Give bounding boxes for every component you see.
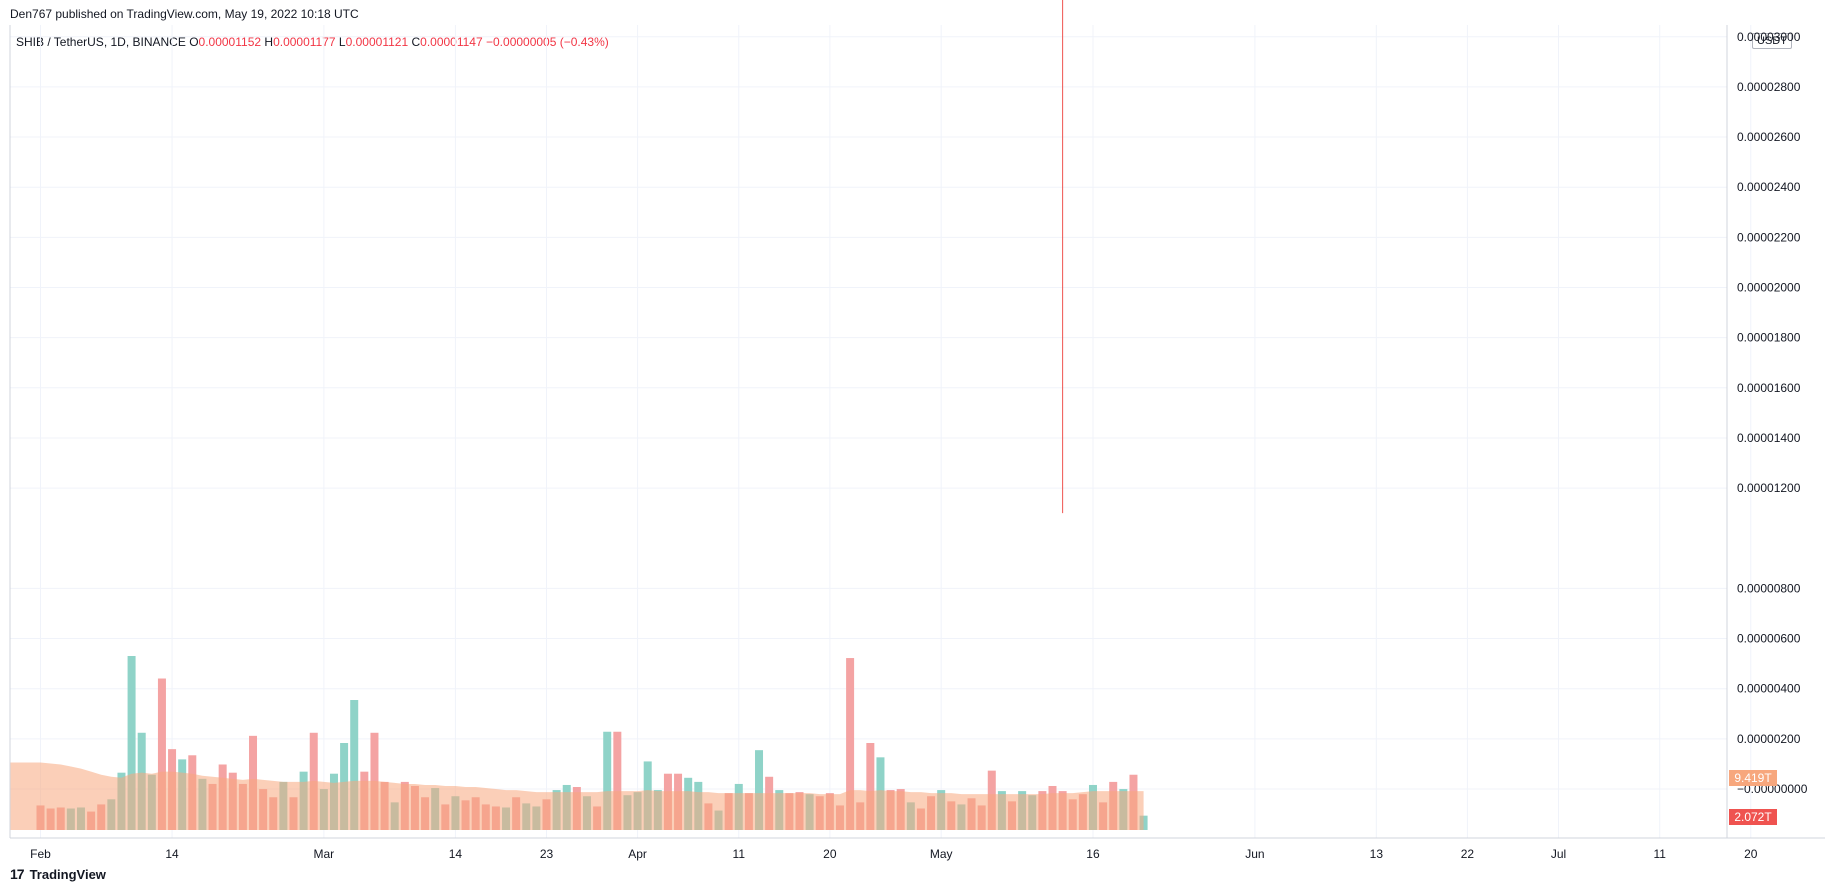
y-tick-label: 0.00002400 [1737, 180, 1801, 194]
x-tick-label: Mar [314, 847, 335, 861]
tradingview-logo-icon: 17 [10, 866, 25, 882]
tradingview-brand[interactable]: 17 TradingView [10, 866, 106, 882]
low-label: L [338, 35, 346, 49]
symbol-name[interactable]: SHIB / TetherUS, 1D, BINANCE [16, 35, 186, 49]
volume-ma-area [10, 762, 1144, 830]
y-tick-label: 0.00001400 [1737, 431, 1801, 445]
y-tick-label: 0.00002800 [1737, 80, 1801, 94]
x-tick-label: 13 [1370, 847, 1384, 861]
brand-name: TradingView [29, 866, 106, 882]
x-tick-label: 20 [823, 847, 837, 861]
x-tick-label: 23 [540, 847, 554, 861]
y-tick-label: 0.00003000 [1737, 30, 1801, 44]
x-tick-label: Jul [1551, 847, 1566, 861]
currency-badge[interactable]: USDT [1752, 33, 1792, 49]
volume-bar [127, 656, 136, 830]
volume-bar [603, 731, 612, 830]
x-tick-label: 20 [1744, 847, 1758, 861]
volume-bar [350, 700, 359, 830]
x-tick-label: 11 [733, 847, 746, 861]
volume-last-label: 2.072T [1734, 810, 1772, 824]
x-tick-label: Jun [1245, 847, 1264, 861]
volume-ma-label-bg [1729, 770, 1777, 786]
x-tick-label: May [930, 847, 953, 861]
y-tick-label: 0.00001800 [1737, 331, 1801, 345]
volume-bar [866, 743, 875, 830]
volume-ma-label: 9.419T [1734, 771, 1772, 785]
x-tick-label: Apr [628, 847, 647, 861]
high-value: 0.00001177 [273, 35, 336, 49]
low-value: 0.00001121 [345, 35, 409, 49]
y-tick-label: 0.00000200 [1737, 732, 1801, 746]
y-tick-label: 0.00000800 [1737, 581, 1801, 595]
symbol-legend: SHIB / TetherUS, 1D, BINANCE O0.00001152… [16, 35, 609, 49]
high-label: H [264, 35, 274, 49]
volume-last-label-bg [1729, 809, 1777, 825]
y-tick-label: 0.00001600 [1737, 381, 1801, 395]
volume-bar [157, 678, 166, 830]
open-label: O [189, 35, 199, 49]
publisher-credit: Den767 published on TradingView.com, May… [10, 7, 359, 21]
x-tick-label: Feb [30, 847, 51, 861]
close-label: C [411, 35, 421, 49]
change-value: −0.00000005 (−0.43%) [486, 35, 609, 49]
x-tick-label: 22 [1461, 847, 1475, 861]
y-tick-label: 0.00002200 [1737, 230, 1801, 244]
volume-bar [613, 731, 622, 830]
close-value: 0.00001147 [420, 35, 483, 49]
x-tick-label: 14 [165, 847, 179, 861]
y-tick-label: 0.00002600 [1737, 130, 1801, 144]
y-tick-label: 0.00002000 [1737, 281, 1801, 295]
volume-bar [755, 750, 764, 830]
y-tick-label: 0.00001200 [1737, 481, 1801, 495]
x-tick-label: 11 [1653, 847, 1666, 861]
x-tick-label: 14 [449, 847, 463, 861]
open-value: 0.00001152 [198, 35, 262, 49]
volume-bar [846, 658, 855, 830]
y-tick-label: 0.00000600 [1737, 632, 1801, 646]
y-tick-label: 0.00000400 [1737, 682, 1801, 696]
x-tick-label: 16 [1086, 847, 1100, 861]
